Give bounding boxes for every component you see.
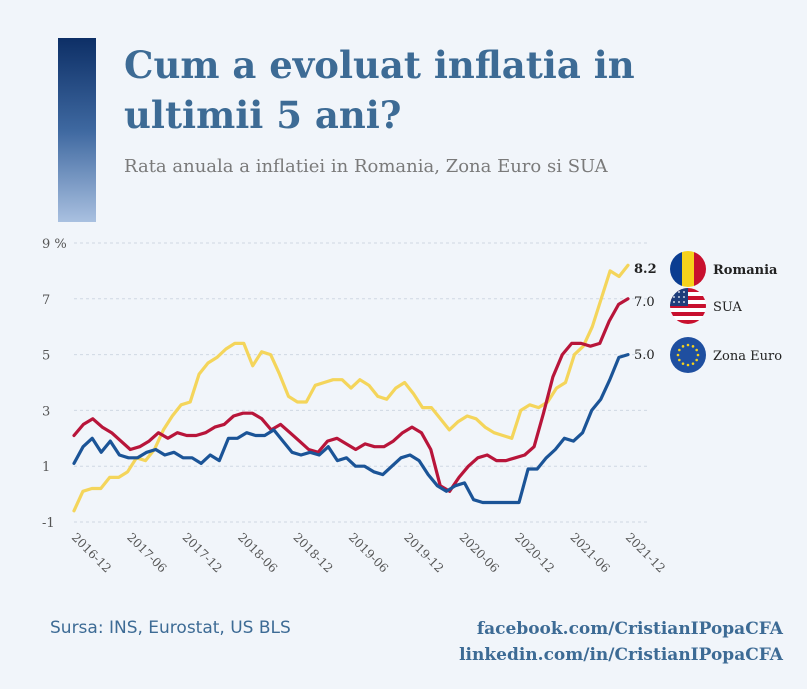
facebook-link[interactable]: facebook.com/CristianIPopaCFA [476, 619, 783, 639]
page-title: Cum a evoluat inflatia in ultimii 5 ani? [124, 43, 635, 137]
x-tick-label: 2021-12 [623, 530, 668, 575]
x-tick-label: 2018-12 [290, 530, 335, 575]
x-tick-label: 2019-06 [346, 530, 391, 575]
source-note: Sursa: INS, Eurostat, US BLS [50, 618, 291, 638]
legend-label: Romania [713, 263, 778, 278]
y-tick-label: 1 [42, 460, 50, 475]
legend-label: Zona Euro [713, 349, 782, 364]
series-line-sua [72, 263, 630, 513]
end-value-label: 5.0 [634, 348, 655, 363]
x-tick-label: 2020-06 [457, 530, 502, 575]
romania-flag-icon [670, 251, 706, 287]
end-value-label: 7.0 [634, 295, 655, 310]
page-subtitle: Rata anuala a inflatiei in Romania, Zona… [124, 156, 608, 177]
y-tick-label: 9 % [42, 237, 67, 252]
linkedin-link[interactable]: linkedin.com/in/CristianIPopaCFA [459, 645, 783, 665]
legend-label: SUA [713, 300, 742, 315]
x-tick-label: 2020-12 [512, 530, 557, 575]
eu-flag-icon [670, 337, 706, 373]
y-tick-label: 7 [42, 293, 50, 308]
y-tick-label: 5 [42, 349, 50, 364]
series-line-romania [72, 297, 630, 493]
social-links: facebook.com/CristianIPopaCFA linkedin.c… [459, 616, 783, 668]
x-tick-label: 2021-06 [567, 530, 612, 575]
title-accent-bar [58, 38, 96, 222]
end-value-label: 8.2 [634, 262, 657, 277]
y-tick-label: 3 [42, 404, 50, 419]
x-tick-label: 2016-12 [69, 530, 114, 575]
x-tick-label: 2019-12 [401, 530, 446, 575]
x-tick-label: 2017-06 [124, 530, 169, 575]
x-tick-label: 2017-12 [180, 530, 225, 575]
usa-flag-icon [670, 288, 706, 324]
x-tick-label: 2018-06 [235, 530, 280, 575]
y-tick-label: -1 [42, 516, 55, 531]
series-line-zona-euro [72, 353, 630, 505]
